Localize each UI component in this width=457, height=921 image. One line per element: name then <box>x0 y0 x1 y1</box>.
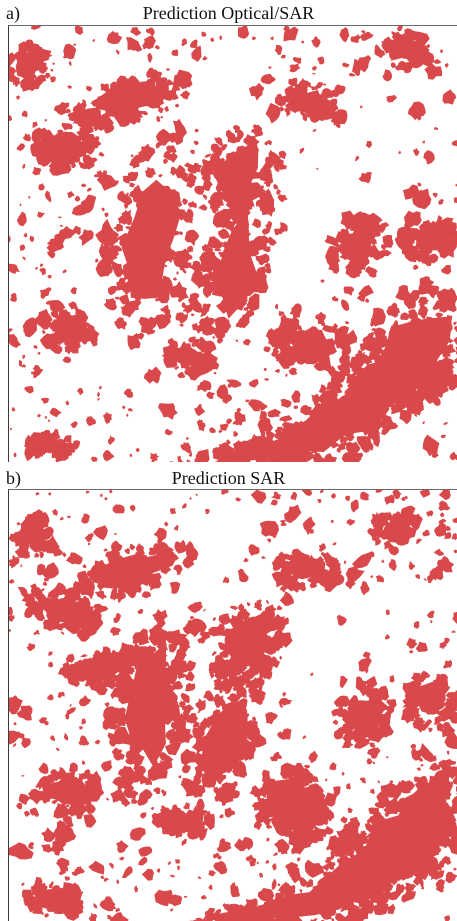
panel-b-prediction-map <box>9 490 457 921</box>
panel-a-prediction-map <box>9 26 457 462</box>
panel-a-map <box>8 25 457 462</box>
deforestation-patches <box>9 26 457 462</box>
deforestation-patches <box>9 490 457 921</box>
panel-b-map <box>8 489 457 921</box>
panel-a-title: Prediction Optical/SAR <box>142 3 315 23</box>
panel-b-letter: b) <box>6 468 21 488</box>
panel-b: b) Prediction SAR <box>0 465 457 921</box>
panel-b-title: Prediction SAR <box>171 468 286 488</box>
panel-a: a) Prediction Optical/SAR <box>6 3 457 462</box>
panel-a-letter: a) <box>6 3 20 23</box>
